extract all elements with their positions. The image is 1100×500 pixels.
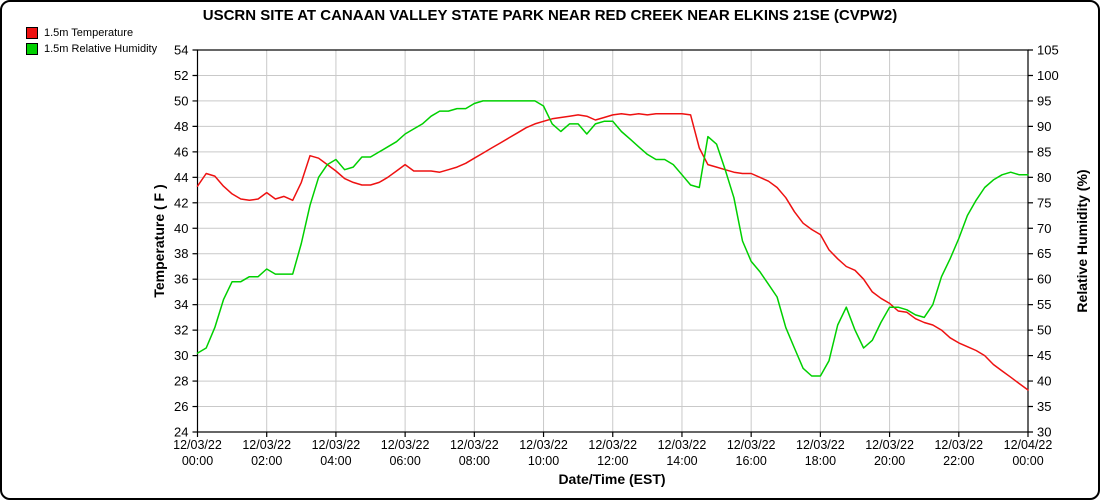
x-tick-date: 12/03/22 [588,438,637,452]
left-tick-label: 54 [174,43,188,58]
x-tick-time: 22:00 [943,454,974,468]
x-tick-time: 00:00 [182,454,213,468]
humidity-line [196,100,1029,377]
left-tick-label: 50 [174,93,188,108]
legend-item-temperature: 1.5m Temperature [26,25,157,41]
right-tick-label: 100 [1037,68,1059,83]
left-tick-label: 40 [174,221,188,236]
left-tick-label: 38 [174,246,188,261]
chart-title: USCRN SITE AT CANAAN VALLEY STATE PARK N… [202,7,898,24]
humidity-swatch-icon [26,43,38,55]
x-tick-date: 12/03/22 [312,438,361,452]
x-tick-time: 12:00 [597,454,628,468]
right-tick-label: 75 [1037,195,1051,210]
legend-label-humidity: 1.5m Relative Humidity [44,43,158,55]
temperature-swatch-icon [26,27,38,39]
x-tick-time: 02:00 [251,454,282,468]
x-tick-date: 12/03/22 [173,438,222,452]
right-tick-label: 95 [1037,93,1051,108]
legend: 1.5m Temperature 1.5m Relative Humidity [26,25,157,57]
x-tick-time: 20:00 [874,454,905,468]
right-tick-label: 55 [1037,297,1051,312]
x-tick-time: 08:00 [459,454,490,468]
x-tick-date: 12/03/22 [519,438,568,452]
x-tick-date: 12/04/22 [1004,438,1053,452]
x-tick-date: 12/03/22 [242,438,291,452]
x-tick-date: 12/03/22 [865,438,914,452]
x-axis-label: Date/Time (EST) [558,471,666,487]
x-tick-date: 12/03/22 [658,438,707,452]
y-axis-label-temperature: Temperature ( F ) [151,184,167,298]
temperature-line [196,112,1029,391]
right-tick-label: 50 [1037,323,1051,338]
left-tick-label: 34 [174,297,188,312]
left-tick-label: 52 [174,68,188,83]
x-tick-date: 12/03/22 [796,438,845,452]
left-tick-label: 48 [174,119,188,134]
x-tick-time: 06:00 [389,454,420,468]
left-tick-label: 32 [174,323,188,338]
x-tick-time: 14:00 [666,454,697,468]
x-tick-date: 12/03/22 [934,438,983,452]
left-tick-label: 44 [174,170,188,185]
right-tick-label: 80 [1037,170,1051,185]
y-axis-label-humidity: Relative Humidity (%) [1074,169,1090,313]
right-tick-label: 30 [1037,425,1051,440]
x-tick-time: 04:00 [320,454,351,468]
left-tick-label: 42 [174,195,188,210]
left-tick-label: 36 [174,272,188,287]
legend-label-temperature: 1.5m Temperature [44,27,134,39]
x-tick-time: 16:00 [736,454,767,468]
x-tick-date: 12/03/22 [381,438,430,452]
x-tick-time: 00:00 [1012,454,1043,468]
x-tick-time: 18:00 [805,454,836,468]
left-tick-label: 26 [174,399,188,414]
right-tick-label: 65 [1037,246,1051,261]
right-tick-label: 105 [1037,43,1059,58]
right-tick-label: 85 [1037,144,1051,159]
left-tick-label: 28 [174,374,188,389]
x-tick-date: 12/03/22 [450,438,499,452]
legend-item-humidity: 1.5m Relative Humidity [26,41,157,57]
right-tick-label: 90 [1037,119,1051,134]
right-tick-label: 40 [1037,374,1051,389]
left-tick-label: 46 [174,144,188,159]
x-tick-time: 10:00 [528,454,559,468]
right-tick-label: 45 [1037,348,1051,363]
left-tick-label: 24 [174,425,188,440]
x-tick-date: 12/03/22 [727,438,776,452]
right-tick-label: 70 [1037,221,1051,236]
left-tick-label: 30 [174,348,188,363]
right-tick-label: 60 [1037,272,1051,287]
right-tick-label: 35 [1037,399,1051,414]
